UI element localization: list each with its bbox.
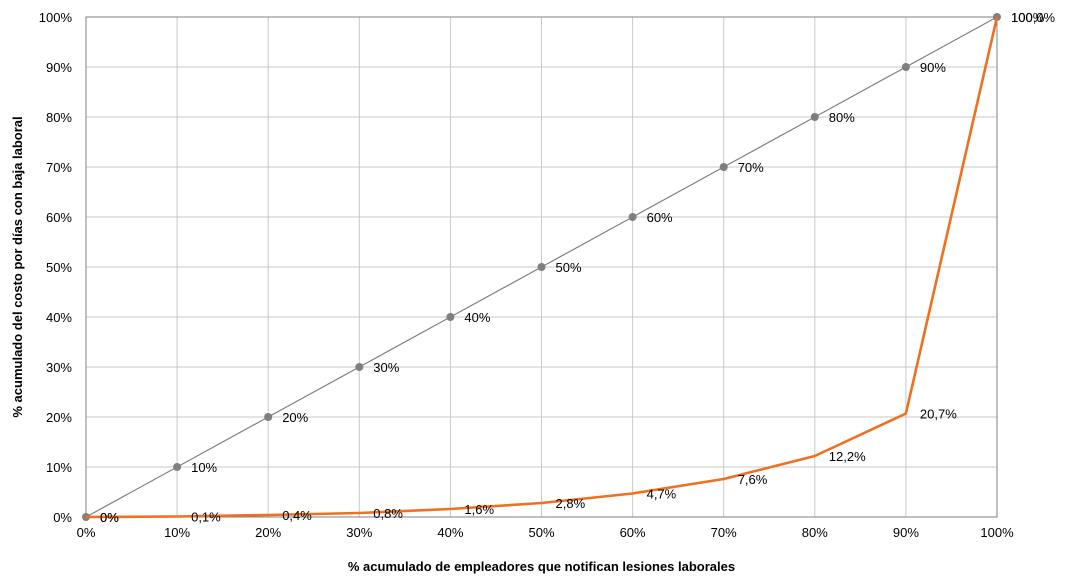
x-tick-label: 40% xyxy=(437,525,463,540)
y-tick-label: 100% xyxy=(39,10,73,25)
y-tick-label: 30% xyxy=(46,360,72,375)
y-tick-label: 40% xyxy=(46,310,72,325)
data-label: 60% xyxy=(647,210,673,225)
data-label: 30% xyxy=(373,360,399,375)
data-label: 100% xyxy=(1011,10,1045,25)
data-label: 10% xyxy=(191,460,217,475)
x-tick-label: 90% xyxy=(893,525,919,540)
series-1: 0% 0,1% 0,4% 0,8% 1,6% 2,8% 4,7% 7,6% 12,2% 20,7%… xyxy=(85,10,1056,525)
x-tick-label: 30% xyxy=(346,525,372,540)
y-tick-label: 70% xyxy=(46,160,72,175)
y-tick-label: 80% xyxy=(46,110,72,125)
series-line xyxy=(85,16,999,519)
data-label: 1,6% xyxy=(464,502,494,517)
data-point xyxy=(446,313,455,321)
data-point xyxy=(810,113,819,121)
y-axis-title: % acumulado del costo por días con baja … xyxy=(10,116,25,417)
data-label: 20% xyxy=(282,410,308,425)
data-point xyxy=(355,363,364,371)
x-tick-label: 20% xyxy=(255,525,281,540)
data-label: 0% xyxy=(100,510,119,525)
x-tick-label: 10% xyxy=(164,525,190,540)
y-tick-label: 0% xyxy=(53,510,72,525)
x-tick-label: 80% xyxy=(802,525,828,540)
plot-frame xyxy=(85,16,998,518)
y-tick-label: 60% xyxy=(46,210,72,225)
x-tick-label: 50% xyxy=(528,525,554,540)
y-tick-label: 90% xyxy=(46,60,72,75)
y-tick-label: 20% xyxy=(46,410,72,425)
y-axis-ticks: 0% 10% 20% 30% 40% 50% 60% 70% 80% 90% 100% xyxy=(39,10,73,525)
data-label: 7,6% xyxy=(738,472,768,487)
data-label: 90% xyxy=(920,60,946,75)
x-tick-label: 100% xyxy=(980,525,1014,540)
data-label: 40% xyxy=(464,310,490,325)
x-tick-label: 60% xyxy=(620,525,646,540)
data-point xyxy=(173,463,182,471)
x-axis-ticks: 0% 10% 20% 30% 40% 50% 60% 70% 80% 90% 100% xyxy=(77,525,1014,540)
data-label: 4,7% xyxy=(647,487,677,502)
data-label: 70% xyxy=(738,160,764,175)
data-label: 2,8% xyxy=(556,496,586,511)
series-0: 0% 10% 20% 30% 40% 50% 60% 70% 80% 90% 100% xyxy=(82,10,1045,525)
x-axis-title: % acumulado de empleadores que notifican… xyxy=(348,559,735,574)
data-label: 50% xyxy=(556,260,582,275)
data-label: 0,4% xyxy=(282,508,312,523)
data-label: 20,7% xyxy=(920,407,957,422)
data-label: 0,8% xyxy=(373,506,403,521)
y-tick-label: 50% xyxy=(46,260,72,275)
data-label: 100,0% xyxy=(1011,10,1056,25)
x-tick-label: 0% xyxy=(77,525,96,540)
data-label: 0,1% xyxy=(191,510,221,525)
y-tick-label: 10% xyxy=(46,460,72,475)
data-point xyxy=(628,213,637,221)
data-point xyxy=(719,163,728,171)
data-point xyxy=(901,63,910,71)
x-tick-label: 70% xyxy=(711,525,737,540)
data-label: 80% xyxy=(829,110,855,125)
data-label: 12,2% xyxy=(829,449,866,464)
data-point xyxy=(264,413,273,421)
data-point xyxy=(537,263,546,271)
series-layer: 0%10%20%30%40%50%60%70%80%90%100%0% 0,1% 0… xyxy=(82,10,1056,525)
